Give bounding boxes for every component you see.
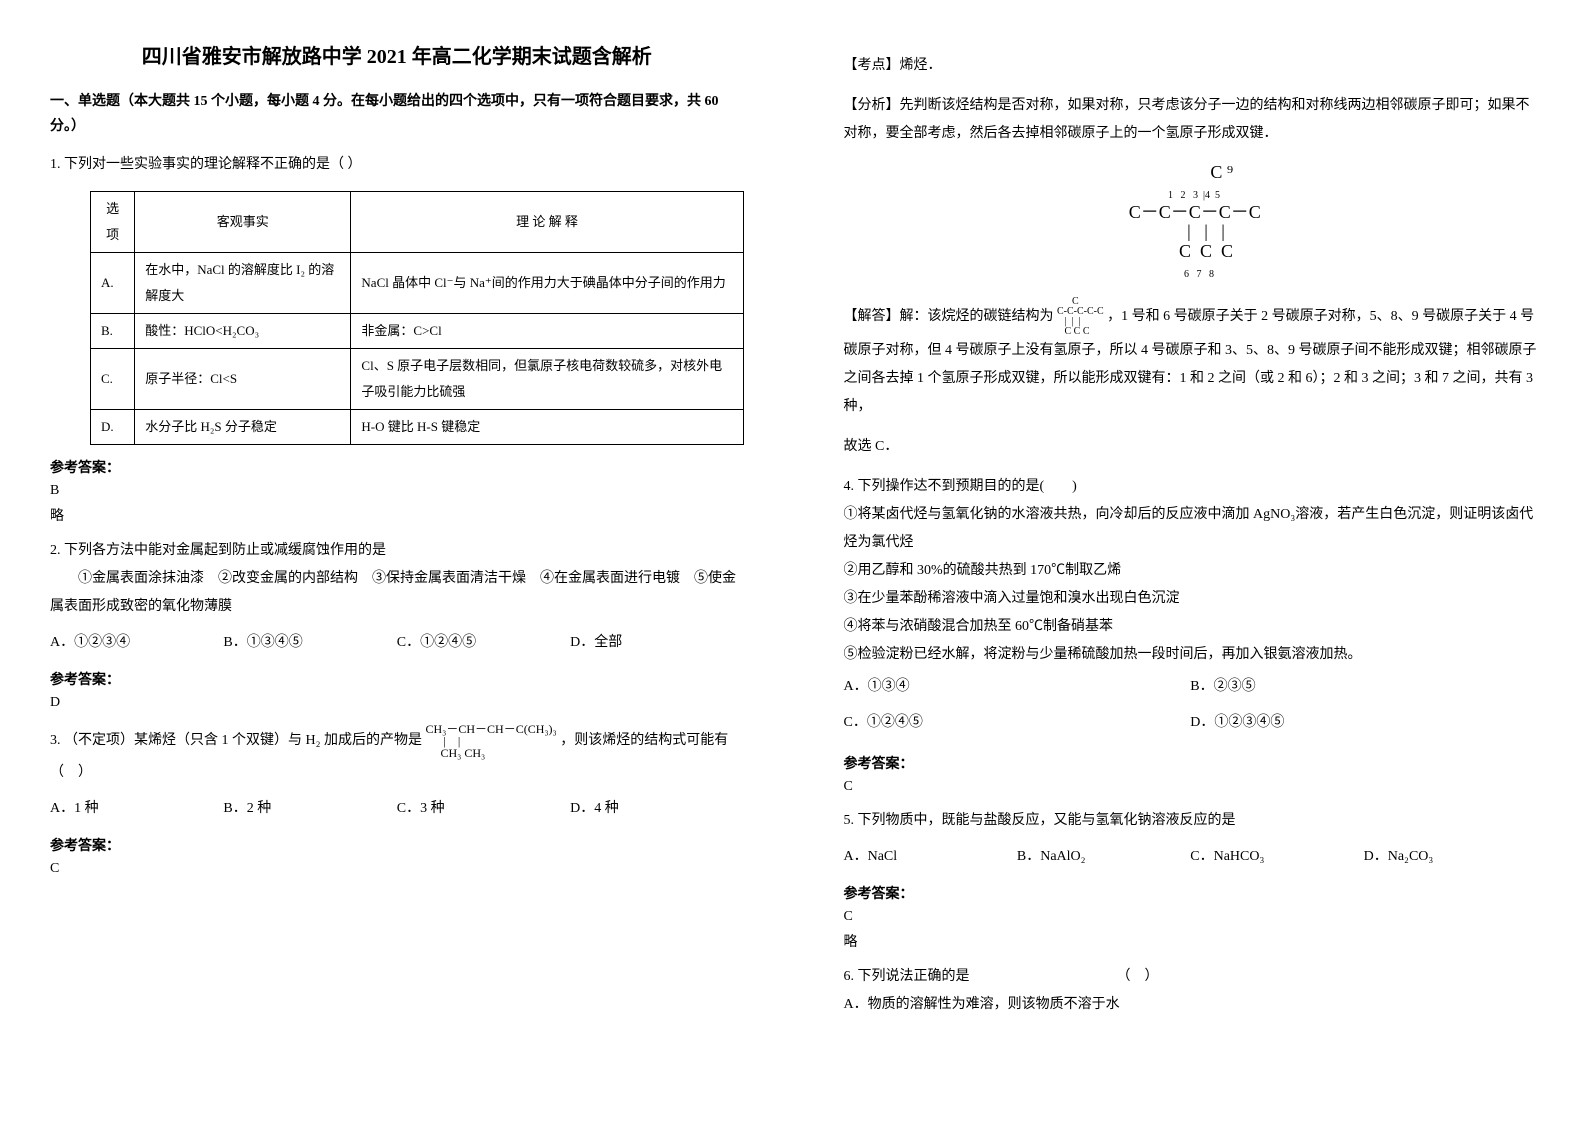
q4-item: ③在少量苯酚稀溶液中滴入过量饱和溴水出现白色沉淀 [844,585,1538,613]
question-2: 2. 下列各方法中能对金属起到防止或减缓腐蚀作用的是 ①金属表面涂抹油漆 ②改变… [50,537,744,657]
td: C. [91,349,135,410]
question-4: 4. 下列操作达不到预期目的的是( ) ①将某卤代烃与氢氧化钠的水溶液共热，向冷… [844,473,1538,741]
table-row: C. 原子半径：Cl<S Cl、S 原子电子层数相同，但氯原子核电荷数较硫多，对… [91,349,744,410]
option: D．Na₂CO₃ [1364,843,1477,871]
td: D. [91,410,135,445]
question-5: 5. 下列物质中，既能与盐酸反应，又能与氢氧化钠溶液反应的是 A．NaCl B．… [844,807,1538,871]
right-column: 【考点】烯烃． 【分析】先判断该烃结构是否对称，如果对称，只考虑该分子一边的结构… [794,0,1587,1122]
q2-text: 2. 下列各方法中能对金属起到防止或减缓腐蚀作用的是 [50,537,744,565]
th: 客观事实 [135,192,351,253]
option: B．①③④⑤ [223,629,336,657]
q6-text: 6. 下列说法正确的是 （ ） [844,963,1538,991]
answer-label: 参考答案： [844,883,1538,903]
option: B．NaAlO₂ [1017,843,1130,871]
q3-structure: CH₃－CH－CH－C(CH₃)₃ | | CH₃ CH₃ [426,723,557,759]
q4-answer: C [844,779,1538,795]
q4-text: 4. 下列操作达不到预期目的的是( ) [844,473,1538,501]
document-title: 四川省雅安市解放路中学 2021 年高二化学期末试题含解析 [50,40,744,69]
q1-note: 略 [50,505,744,525]
q4-item: ②用乙醇和 30%的硫酸共热到 170℃制取乙烯 [844,557,1538,585]
answer-label: 参考答案： [50,669,744,689]
section-header: 一、单选题（本大题共 15 个小题，每小题 4 分。在每小题给出的四个选项中，只… [50,89,744,139]
td: Cl、S 原子电子层数相同，但氯原子核电荷数较硫多，对核外电子吸引能力比硫强 [351,349,743,410]
diagram-line: C ⁹ [1147,162,1233,182]
table-row: B. 酸性：HClO<H₂CO₃ 非金属：C>Cl [91,314,744,349]
carbon-structure-diagram: C ⁹ 1 2 3 |4 5 C－C－C－C－C | | | C C C 6 7… [844,163,1538,282]
q5-answer: C [844,909,1538,925]
td: 原子半径：Cl<S [135,349,351,410]
diagram-line: 6 7 8 [1167,269,1215,280]
option: B．②③⑤ [1190,673,1537,701]
question-3: 3. （不定项）某烯烃（只含 1 个双键）与 H₂ 加成后的产物是 CH₃－CH… [50,723,744,823]
option: A．1 种 [50,795,163,823]
jieda-post: ，1 号和 6 号碳原子关于 2 号碳原子对称，5、8、9 号碳原子关于 4 号… [844,309,1537,414]
table-header-row: 选项 客观事实 理 论 解 释 [91,192,744,253]
option: A．①②③④ [50,629,163,657]
option: A．NaCl [844,843,957,871]
table-row: D. 水分子比 H₂S 分子稳定 H-O 键比 H-S 键稳定 [91,410,744,445]
q2-options: A．①②③④ B．①③④⑤ C．①②④⑤ D．全部 [50,629,744,657]
q3-options: A．1 种 B．2 种 C．3 种 D．4 种 [50,795,744,823]
jieda-pre: 【解答】解：该烷烃的碳链结构为 [844,309,1054,324]
q4-item: ①将某卤代烃与氢氧化钠的水溶液共热，向冷却后的反应液中滴加 AgNO₃溶液，若产… [844,501,1538,557]
option: D．①②③④⑤ [1190,709,1537,737]
q5-note: 略 [844,931,1538,951]
diagram-line: C－C－C－C－C [1120,202,1261,222]
q5-text: 5. 下列物质中，既能与盐酸反应，又能与氢氧化钠溶液反应的是 [844,807,1538,835]
answer-label: 参考答案： [844,753,1538,773]
option: C．NaHCO₃ [1190,843,1303,871]
q2-answer: D [50,695,744,711]
jieda-end: 故选 C． [844,433,1538,461]
q5-options: A．NaCl B．NaAlO₂ C．NaHCO₃ D．Na₂CO₃ [844,843,1538,871]
td: NaCl 晶体中 Cl⁻与 Na⁺间的作用力大于碘晶体中分子间的作用力 [351,253,743,314]
diagram-line: | | | [1156,221,1225,241]
table-row: A. 在水中，NaCl 的溶解度比 I₂ 的溶解度大 NaCl 晶体中 Cl⁻与… [91,253,744,314]
question-1: 1. 下列对一些实验事实的理论解释不正确的是（ ） 选项 客观事实 理 论 解 … [50,151,744,445]
td: A. [91,253,135,314]
q1-text: 1. 下列对一些实验事实的理论解释不正确的是（ ） [50,151,744,179]
diagram-line: 1 2 3 |4 5 [1160,190,1220,201]
option: C．①②④⑤ [397,629,510,657]
q4-options: A．①③④ B．②③⑤ C．①②④⑤ D．①②③④⑤ [844,669,1538,741]
option: D．全部 [570,629,683,657]
td: 非金属：C>Cl [351,314,743,349]
option: D．4 种 [570,795,683,823]
option: C．3 种 [397,795,510,823]
jieda: 【解答】解：该烷烃的碳链结构为 C C-C-C-C-C | | | C C C … [844,297,1538,421]
option: C．①②④⑤ [844,709,1191,737]
q3-text-pre: 3. （不定项）某烯烃（只含 1 个双键）与 H₂ 加成后的产物是 [50,734,422,749]
option: B．2 种 [223,795,336,823]
q3-answer: C [50,861,744,877]
diagram-line: C C C [1147,241,1233,261]
left-column: 四川省雅安市解放路中学 2021 年高二化学期末试题含解析 一、单选题（本大题共… [0,0,794,1122]
th: 选项 [91,192,135,253]
td: 水分子比 H₂S 分子稳定 [135,410,351,445]
answer-label: 参考答案： [50,835,744,855]
q6-optA: A．物质的溶解性为难溶，则该物质不溶于水 [844,991,1538,1019]
option: A．①③④ [844,673,1191,701]
struct-line: CH₃ CH₃ [426,746,486,760]
question-6: 6. 下列说法正确的是 （ ） A．物质的溶解性为难溶，则该物质不溶于水 [844,963,1538,1019]
q1-answer: B [50,483,744,499]
fenxi: 【分析】先判断该烃结构是否对称，如果对称，只考虑该分子一边的结构和对称线两边相邻… [844,92,1538,148]
answer-label: 参考答案： [50,457,744,477]
q4-item: ⑤检验淀粉已经水解，将淀粉与少量稀硫酸加热一段时间后，再加入银氨溶液加热。 [844,641,1538,669]
td: H-O 键比 H-S 键稳定 [351,410,743,445]
td: 酸性：HClO<H₂CO₃ [135,314,351,349]
q2-detail: ①金属表面涂抹油漆 ②改变金属的内部结构 ③保持金属表面清洁干燥 ④在金属表面进… [50,565,744,621]
q4-item: ④将苯与浓硝酸混合加热至 60℃制备硝基苯 [844,613,1538,641]
inline-diagram: C C-C-C-C-C | | | C C C [1057,297,1104,337]
kaodian: 【考点】烯烃． [844,52,1538,80]
td: 在水中，NaCl 的溶解度比 I₂ 的溶解度大 [135,253,351,314]
td: B. [91,314,135,349]
th: 理 论 解 释 [351,192,743,253]
q1-table: 选项 客观事实 理 论 解 释 A. 在水中，NaCl 的溶解度比 I₂ 的溶解… [90,191,744,445]
